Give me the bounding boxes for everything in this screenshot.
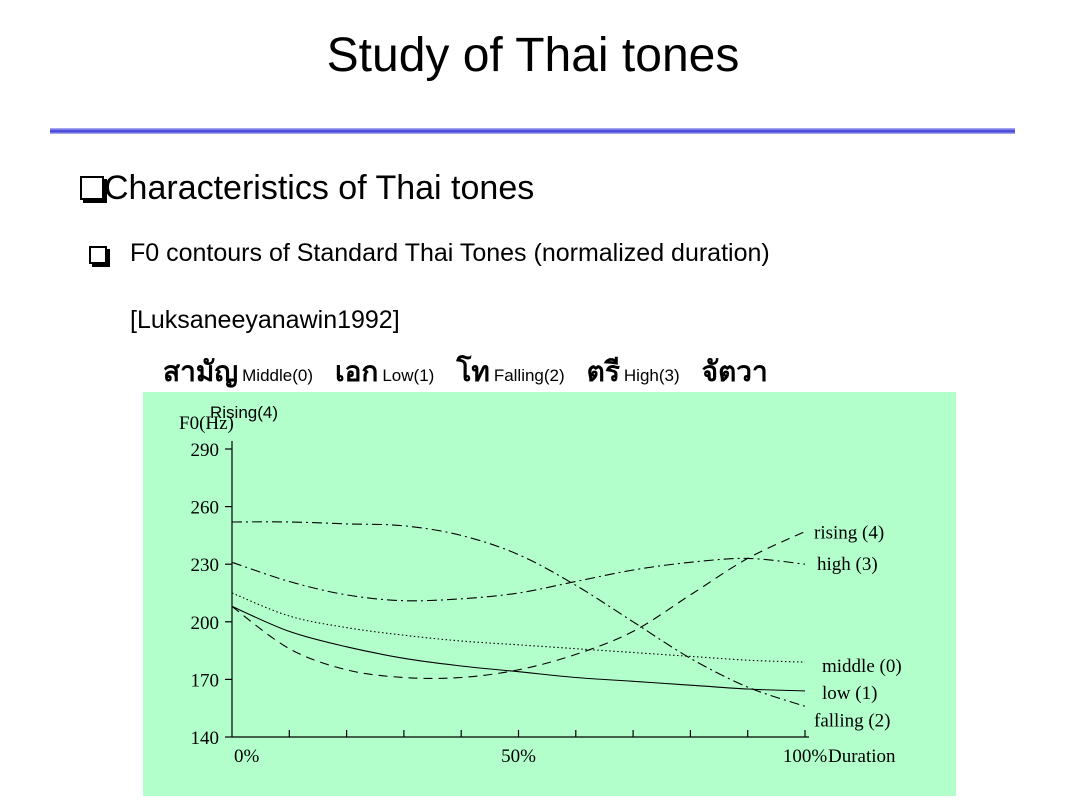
series-line-0 [231,592,806,663]
tone-english-3: High(3) [623,366,680,385]
x-tick-label: 100% [783,746,828,767]
y-tick-label: 140 [191,728,220,749]
heading-text-wrap: Characteristics of Thai tones [104,166,534,210]
y-tick-label: 170 [191,670,220,691]
tone-thai-0: สามัญ [163,355,239,388]
series-line-2 [231,521,806,707]
series-label-4: rising (4) [814,523,884,544]
series-label-0: middle (0) [822,656,902,677]
tone-english-0: Middle(0) [242,366,313,385]
chart-labels: 140 170 200 230 260 290 F0(Hz) 0% 50% 100% Duratio… [179,413,902,767]
chart-panel [143,392,956,796]
chart-curves [231,521,806,707]
series-label-3: high (3) [817,554,878,575]
x-tick-label: 50% [501,746,536,767]
tone-thai-3: ตรี [586,355,620,388]
x-axis-label: Duration [828,746,896,767]
series-line-3 [231,557,806,602]
y-tick-label: 230 [191,555,220,576]
page-title: Study of Thai tones [326,29,740,82]
tone-names-line: สามัญ Middle(0) เอก Low(1) โท Falling(2) ตรี Hi… [163,352,768,396]
subheading-text: F0 contours of Standard Thai Tones (norm… [130,239,770,267]
tone-thai-2: โท [456,355,490,388]
heading-text: Characteristics of Thai tones [104,169,535,207]
tone-english-4: Rising(4) [210,403,279,422]
chart-axes [225,441,809,738]
series-label-2: falling (2) [814,710,891,731]
title-divider [50,128,1015,134]
y-tick-label: 290 [191,440,220,461]
x-tick-label: 0% [234,746,260,767]
f0-contour-chart: 140 170 200 230 260 290 F0(Hz) 0% 50% 100% Duratio… [179,413,902,767]
series-line-1 [231,605,806,692]
reference-text: [Luksaneeyanawin1992] [130,306,400,334]
series-label-1: low (1) [822,683,877,704]
tone-thai-4: จัตวา [701,355,768,388]
y-tick-label: 200 [191,613,220,634]
tone-english-2: Falling(2) [493,366,565,385]
y-axis-label: F0(Hz) [179,413,234,434]
series-line-4 [231,531,806,680]
tone-thai-1: เอก [335,355,379,388]
y-tick-label: 260 [191,498,220,519]
checkbox-bullet-icon [89,246,107,264]
tone-english-1: Low(1) [382,366,435,385]
checkbox-bullet-icon [80,176,104,200]
